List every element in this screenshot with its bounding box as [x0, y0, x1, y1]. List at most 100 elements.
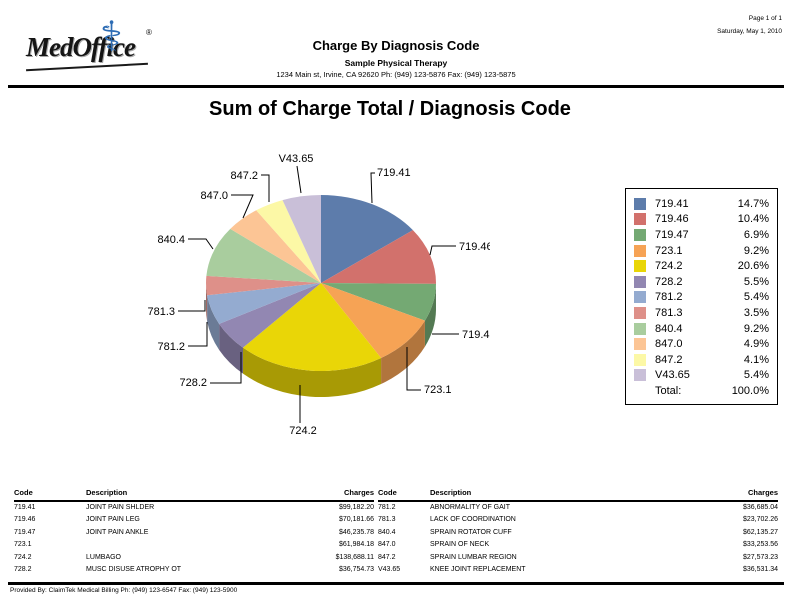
legend-code-label: 719.47: [655, 228, 689, 241]
legend-code-label: 781.2: [655, 291, 683, 304]
table-cell: JOINT PAIN ANKLE: [86, 528, 149, 536]
legend-item: 719.46 10.4%: [634, 212, 769, 228]
leader-line: [210, 352, 242, 384]
table-cell: $99,182.20: [338, 504, 374, 511]
slice-label: 719.41: [377, 167, 411, 179]
slice-label: 719.47: [462, 329, 490, 341]
legend-swatch: [634, 306, 646, 319]
legend-total-row: Total: 100.0%: [634, 383, 769, 399]
pie-slice: [321, 283, 436, 321]
column-header: Description: [86, 487, 276, 502]
table-cell: 847.2: [378, 553, 396, 561]
legend-percent: 3.5%: [743, 306, 769, 319]
legend-percent: 14.7%: [737, 197, 769, 210]
leader-line: [188, 322, 208, 347]
legend-item: 847.0 4.9%: [634, 336, 769, 352]
page-title: Sum of Charge Total / Diagnosis Code: [209, 98, 571, 120]
table-cell: SPRAIN ROTATOR CUFF: [430, 528, 512, 536]
legend-percent: 20.6%: [737, 260, 769, 273]
legend-swatch: [634, 291, 646, 304]
page-info-block: Page 1 of 1 Saturday, May 1, 2010: [717, 12, 782, 38]
pie-slice: [282, 195, 321, 283]
table-cell: 728.2: [14, 565, 32, 573]
footer-divider: [8, 582, 784, 585]
legend-percent: 9.2%: [743, 244, 769, 257]
legend-percent: 6.9%: [743, 228, 769, 241]
legend-code-label: 728.2: [655, 275, 683, 288]
pie-slice: [230, 210, 321, 283]
table-cell: $36,531.34: [742, 565, 778, 573]
slice-label: 728.2: [179, 377, 207, 389]
pie-slice: [256, 200, 321, 283]
slice-label: 781.3: [147, 306, 175, 318]
charges-table-left: Code Description Charges 719.41 JOINT PAIN S…: [14, 487, 374, 576]
legend-item: 719.47 6.9%: [634, 227, 769, 243]
table-cell: $36,685.04: [742, 504, 778, 511]
table-cell: $27,573.23: [742, 553, 778, 561]
slice-label: 723.1: [424, 384, 452, 396]
leader-line: [406, 347, 421, 391]
legend-item: 723.1 9.2%: [634, 243, 769, 259]
charges-table-right: Code Description Charges 781.2 ABNORMALITY O…: [378, 487, 778, 576]
legend-code-label: 723.1: [655, 244, 683, 257]
legend-code-label: 847.2: [655, 353, 683, 366]
pie-slice-side: [207, 295, 220, 350]
table-cell: JOINT PAIN SHLDER: [86, 504, 155, 511]
table-cell: 847.0: [378, 541, 396, 549]
pie-slice: [321, 283, 425, 359]
table-cell: LACK OF COORDINATION: [430, 516, 516, 524]
legend-percent: 5.4%: [743, 369, 769, 382]
pie-slice: [206, 275, 321, 296]
table-cell: 723.1: [14, 541, 32, 549]
legend-item: 840.4 9.2%: [634, 321, 769, 337]
legend-swatch: [634, 197, 646, 210]
legend-item: 728.2 5.5%: [634, 274, 769, 290]
legend-code-label: 847.0: [655, 338, 683, 351]
logo-wordmark: MedOffice: [26, 32, 136, 62]
legend-swatch: [634, 228, 646, 241]
leader-line: [370, 172, 375, 204]
legend-item: 724.2 20.6%: [634, 258, 769, 274]
table-cell: $61,984.18: [338, 541, 374, 549]
slice-label: 719.46: [459, 241, 490, 253]
slice-label: 847.2: [230, 170, 258, 182]
table-cell: $138,688.11: [335, 553, 374, 561]
legend-total-value: 100.0%: [731, 384, 769, 397]
table-cell: ABNORMALITY OF GAIT: [430, 504, 510, 511]
header-divider: [8, 85, 784, 88]
pie-slice-side: [424, 283, 436, 347]
legend-swatch: [634, 244, 646, 257]
legend-percent: 4.9%: [743, 338, 769, 351]
leader-line: [261, 174, 270, 202]
legend-swatch: [634, 338, 646, 351]
legend-code-label: 840.4: [655, 322, 683, 335]
table-cell: 781.3: [378, 516, 396, 524]
table-cell: $33,253.56: [742, 541, 778, 549]
pie-slice: [206, 228, 321, 283]
charges-table: Code Description Charges 719.41 JOINT PAIN S…: [14, 487, 778, 576]
pie-chart: 719.41 719.46 719.47 723.1 724.2 728.2 781.2 78…: [147, 153, 495, 437]
column-header: Description: [430, 487, 680, 502]
medoffice-logo: MedOffice ⚕ ®: [24, 13, 154, 80]
pie-slice: [207, 283, 321, 324]
legend-item: 719.41 14.7%: [634, 196, 769, 212]
table-cell: 719.47: [14, 528, 36, 536]
table-cell: $62,135.27: [742, 528, 778, 536]
table-cell: MUSC DISUSE ATROPHY OT: [86, 565, 182, 573]
legend-item: V43.65 5.4%: [634, 368, 769, 384]
pie-slice-side: [243, 347, 382, 397]
pie-chart-area: 719.41 719.46 719.47 723.1 724.2 728.2 781.2 78…: [110, 150, 495, 450]
legend-item: 847.2 4.1%: [634, 352, 769, 368]
registered-trademark-icon: ®: [146, 28, 152, 37]
legend-code-label: 781.3: [655, 306, 683, 319]
table-cell: $46,235.78: [338, 528, 374, 536]
legend-total-label: Total:: [655, 384, 682, 397]
table-cell: SPRAIN LUMBAR REGION: [430, 553, 517, 561]
footer-provided-by: Provided By: ClaimTek Medical Billing Ph…: [10, 587, 238, 594]
legend-code-label: V43.65: [655, 369, 690, 382]
table-cell: 840.4: [378, 528, 396, 536]
column-header: Charges: [680, 487, 778, 502]
practice-address: 1234 Main st, Irvine, CA 92620 Ph: (949)…: [276, 70, 516, 79]
table-cell: $70,181.66: [338, 516, 374, 524]
column-header: Charges: [276, 487, 374, 502]
